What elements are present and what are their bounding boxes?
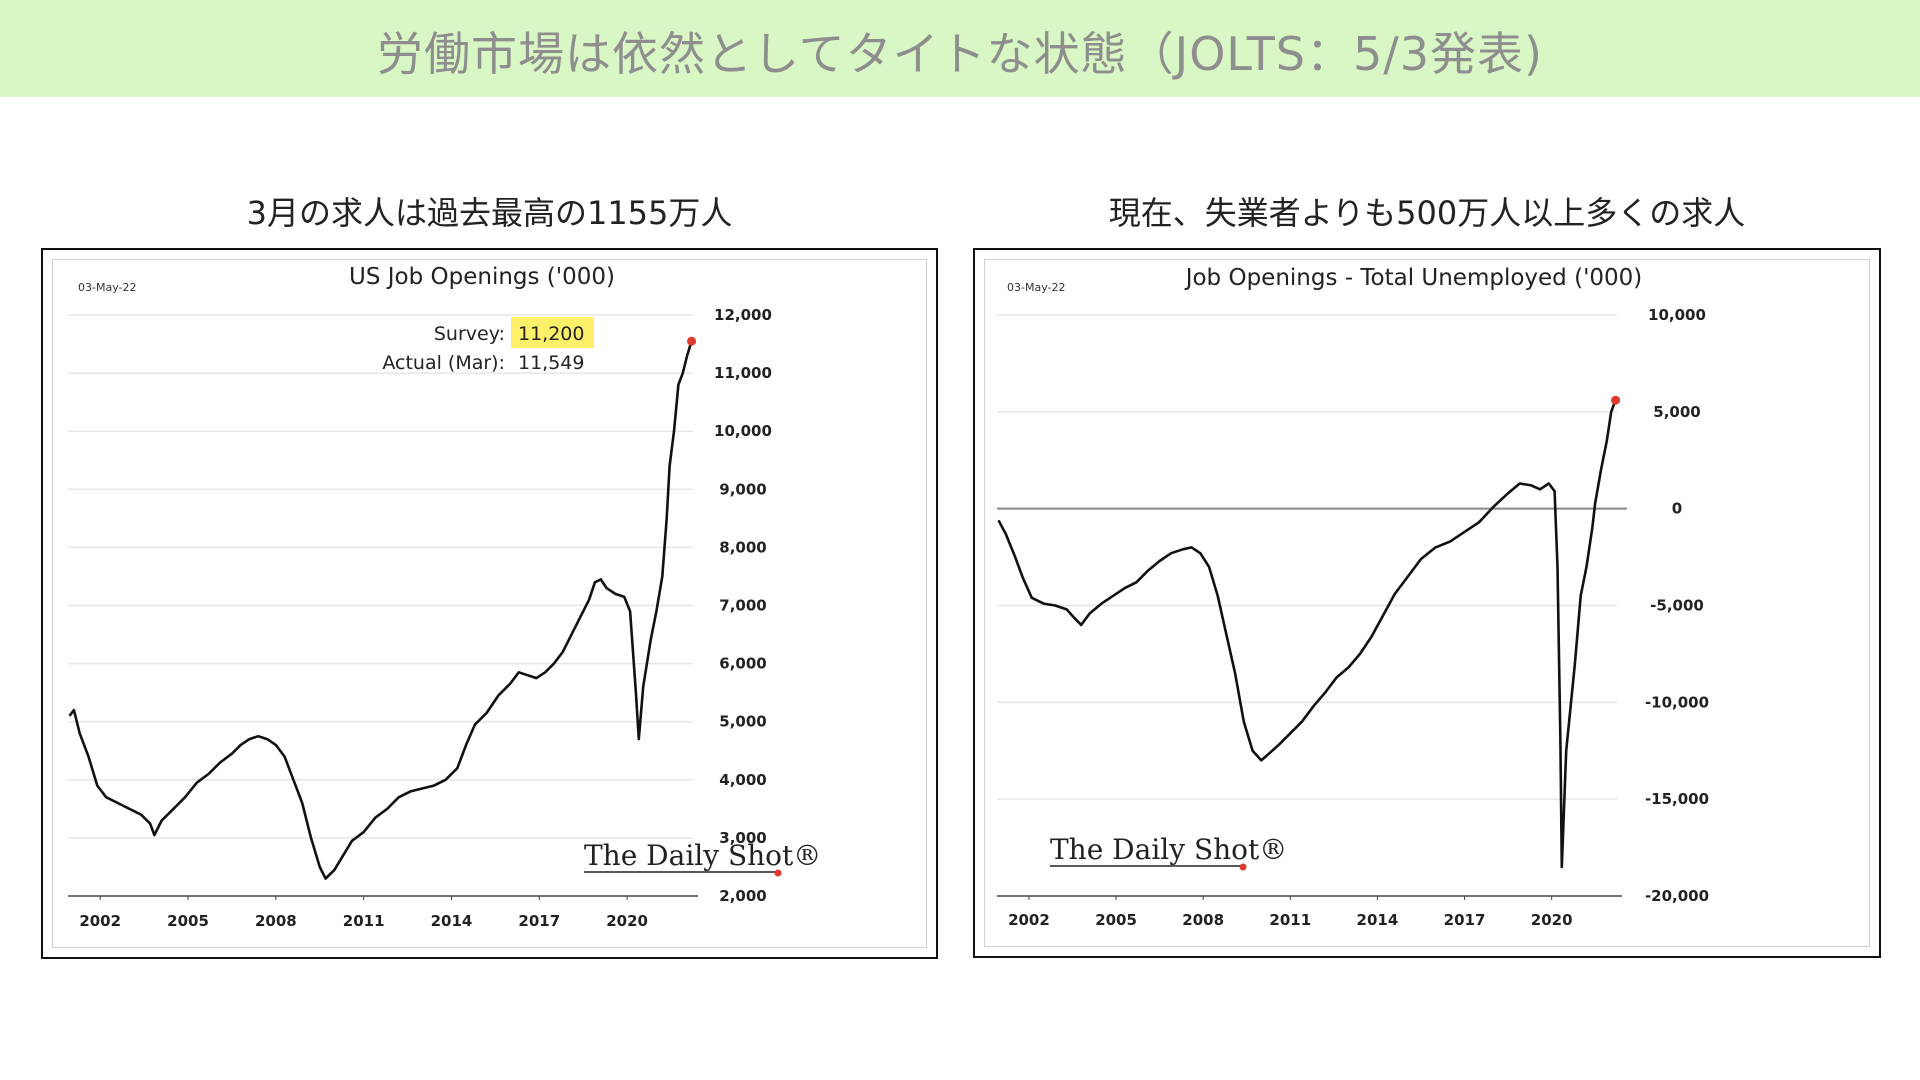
y-tick-label: 7,000 bbox=[719, 597, 766, 615]
y-tick-label: 4,000 bbox=[719, 771, 766, 789]
y-tick-label: -10,000 bbox=[1645, 693, 1709, 711]
chart-title: US Job Openings ('000) bbox=[349, 264, 615, 290]
job-openings-chart: 2,000 3,000 4,000 5,000 6,000 7,000 8,000 9,000… bbox=[68, 264, 821, 930]
y-tick-label: 8,000 bbox=[719, 538, 766, 556]
openings-minus-unemployed-chart: -20,000 -15,000 -10,000 -5,000 0 5,000 10,000 2… bbox=[997, 265, 1709, 929]
y-tick-label: -15,000 bbox=[1645, 790, 1709, 808]
chart-date-stamp: 03-May-22 bbox=[78, 281, 136, 294]
x-tick-label: 2014 bbox=[1357, 911, 1399, 929]
left-chart-subtitle: 3月の求人は過去最高の1155万人 bbox=[246, 194, 733, 232]
x-tick-label: 2002 bbox=[1008, 911, 1050, 929]
chart-inner-frame bbox=[52, 259, 927, 948]
x-tick-label: 2011 bbox=[1269, 911, 1311, 929]
y-tick-label: 5,000 bbox=[1653, 403, 1700, 421]
series-line bbox=[997, 399, 1617, 869]
brand-text: The Daily Shot® bbox=[1050, 833, 1287, 866]
y-tick-label: 6,000 bbox=[719, 655, 766, 673]
page-title: 労働市場は依然としてタイトな状態（JOLTS：5/3発表) bbox=[377, 27, 1543, 81]
x-tick-label: 2005 bbox=[167, 912, 209, 930]
x-tick-label: 2020 bbox=[606, 912, 648, 930]
x-tick-label: 2002 bbox=[79, 912, 121, 930]
survey-highlight bbox=[511, 317, 594, 348]
x-tick-label: 2017 bbox=[1444, 911, 1486, 929]
y-tick-label: 3,000 bbox=[719, 829, 766, 847]
chart-title: Job Openings - Total Unemployed ('000) bbox=[1184, 265, 1643, 291]
x-tick-label: 2008 bbox=[255, 912, 297, 930]
right-chart-subtitle: 現在、失業者よりも500万人以上多くの求人 bbox=[1108, 194, 1746, 232]
x-tick-label: 2005 bbox=[1095, 911, 1137, 929]
last-data-point bbox=[1611, 395, 1621, 405]
last-data-point bbox=[687, 336, 697, 346]
y-tick-label: 5,000 bbox=[719, 713, 766, 731]
actual-value: 11,549 bbox=[518, 352, 584, 374]
brand-text: The Daily Shot® bbox=[584, 839, 821, 872]
y-tick-label: 10,000 bbox=[714, 422, 772, 440]
brand-logo: The Daily Shot® bbox=[584, 839, 821, 877]
y-tick-label: -5,000 bbox=[1650, 597, 1704, 615]
brand-logo: The Daily Shot® bbox=[1050, 833, 1287, 871]
y-tick-label: 10,000 bbox=[1648, 306, 1706, 324]
x-tick-label: 2017 bbox=[518, 912, 560, 930]
y-tick-label: 9,000 bbox=[719, 480, 766, 498]
x-tick-label: 2014 bbox=[431, 912, 473, 930]
y-tick-label: -20,000 bbox=[1645, 887, 1709, 905]
openings-minus-unemployed-chart-panel: -20,000 -15,000 -10,000 -5,000 0 5,000 10,000 2… bbox=[973, 248, 1881, 958]
series-line bbox=[68, 340, 693, 880]
actual-label: Actual (Mar): bbox=[382, 352, 505, 374]
job-openings-chart-panel: 2,000 3,000 4,000 5,000 6,000 7,000 8,000 9,000… bbox=[41, 248, 938, 959]
x-tick-label: 2020 bbox=[1531, 911, 1573, 929]
x-tick-label: 2011 bbox=[343, 912, 385, 930]
survey-label: Survey: bbox=[434, 323, 505, 345]
y-tick-label: 2,000 bbox=[719, 887, 766, 905]
title-banner: 労働市場は依然としてタイトな状態（JOLTS：5/3発表) bbox=[0, 0, 1920, 97]
y-tick-label: 0 bbox=[1672, 500, 1682, 518]
chart-date-stamp: 03-May-22 bbox=[1007, 281, 1065, 294]
y-tick-label: 11,000 bbox=[714, 364, 772, 382]
y-tick-label: 12,000 bbox=[714, 306, 772, 324]
survey-value: 11,200 bbox=[518, 323, 584, 345]
chart-inner-frame bbox=[984, 259, 1870, 947]
x-tick-label: 2008 bbox=[1182, 911, 1224, 929]
